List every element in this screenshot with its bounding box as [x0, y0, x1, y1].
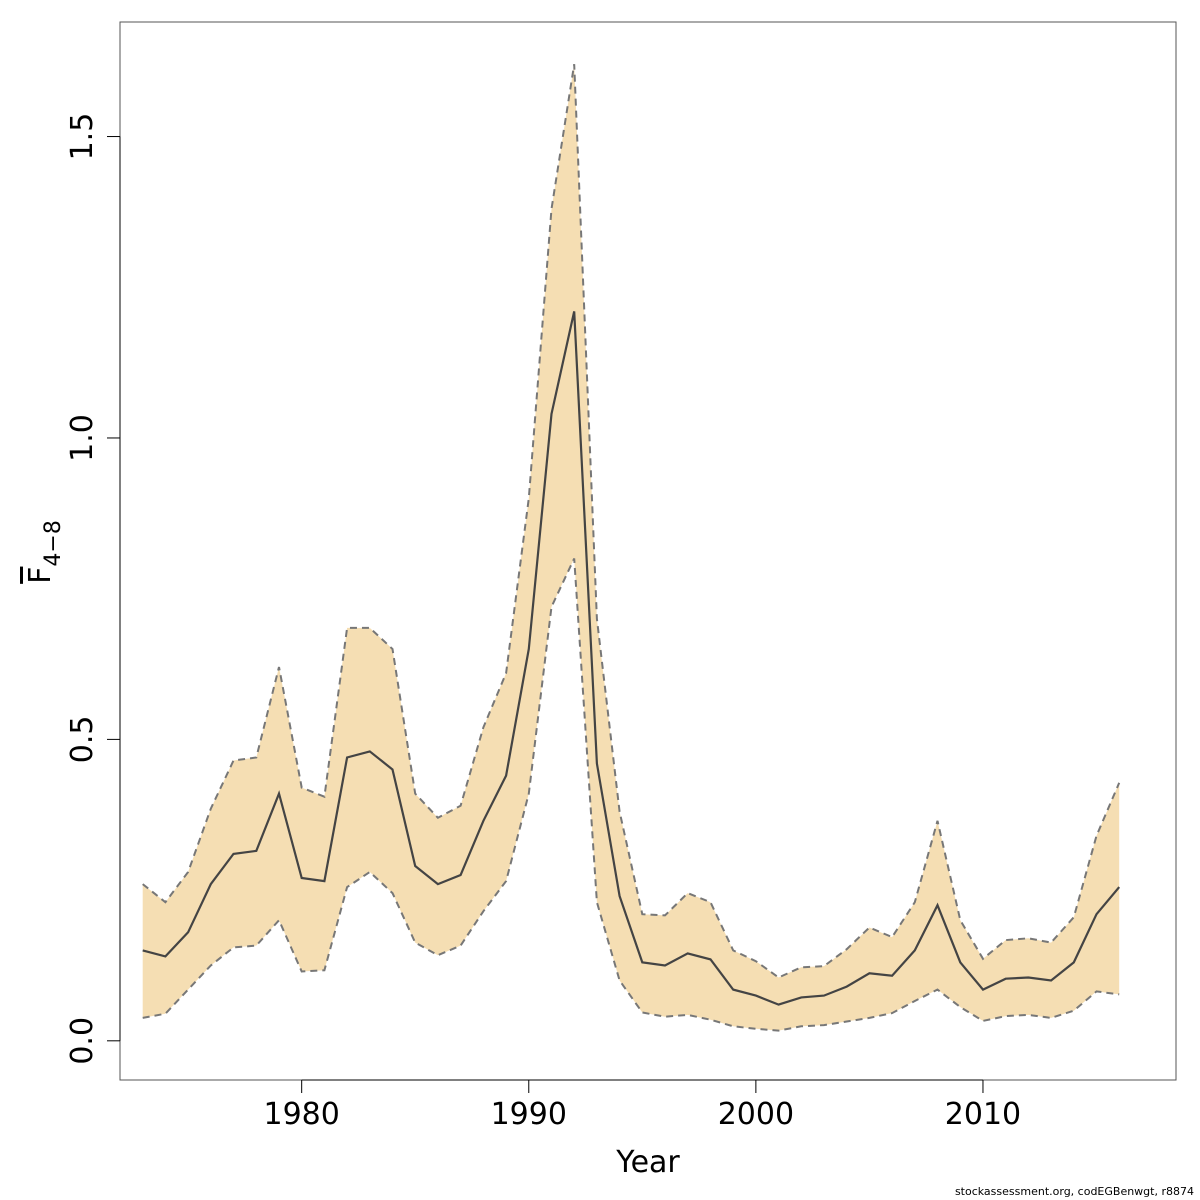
y-axis: 0.0 0.5 1.0 1.5: [65, 113, 121, 1065]
lower-bound-line: [142, 558, 1120, 1032]
estimate-line: [142, 311, 1121, 1006]
y-axis-title: F4−8: [23, 520, 66, 584]
y-tick-label: 1.0: [65, 414, 100, 462]
footer-note: stockassessment.org, codEGBenwgt, r8874: [954, 1185, 1194, 1198]
y-tick-label: 0.5: [65, 716, 100, 764]
svg-text:F4−8: F4−8: [23, 520, 66, 584]
plot-area: [142, 64, 1121, 1032]
x-axis: 1980 1990 2000 2010: [263, 1079, 1021, 1132]
x-tick-label: 1980: [263, 1097, 339, 1132]
x-tick-label: 2010: [945, 1097, 1021, 1132]
y-tick-label: 0.0: [65, 1017, 100, 1065]
x-tick-label: 2000: [718, 1097, 794, 1132]
y-axis-title-subscript: 4−8: [41, 520, 66, 566]
x-axis-title: Year: [615, 1145, 680, 1180]
y-tick-label: 1.5: [65, 113, 100, 161]
y-axis-title-base: F: [23, 567, 58, 584]
confidence-band: [142, 64, 1120, 1031]
upper-bound-line: [142, 64, 1121, 979]
x-tick-label: 1990: [491, 1097, 567, 1132]
